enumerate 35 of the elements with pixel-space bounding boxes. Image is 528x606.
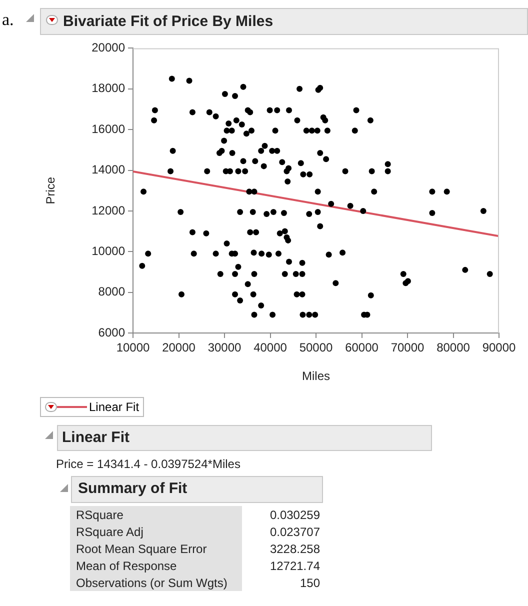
x-axis-title: Miles xyxy=(302,369,330,384)
text: Linear Fit xyxy=(57,425,432,451)
text: 0.023707 xyxy=(268,524,321,540)
y-tick-label: 14000 xyxy=(92,162,126,177)
x-tick-label: 90000 xyxy=(482,340,516,355)
x-tick-label: 60000 xyxy=(345,340,379,355)
y-tick-label: 12000 xyxy=(92,203,126,218)
y-axis-title: Price xyxy=(44,176,58,204)
y-tick-label: 8000 xyxy=(98,284,126,299)
text: 0.030259 xyxy=(268,506,321,523)
y-tick-label: 6000 xyxy=(98,325,126,340)
text: RSquare xyxy=(70,506,242,523)
x-tick-label: 70000 xyxy=(390,340,425,355)
legend-label: Linear Fit xyxy=(89,400,140,414)
text: 12721.74 xyxy=(268,558,321,574)
text: Observations (or Sum Wgts) xyxy=(70,574,242,591)
text: Mean of Response xyxy=(70,557,242,574)
y-tick-label: 16000 xyxy=(92,122,126,136)
text: Price = 14341.4 - 0.0397524*Miles xyxy=(56,457,240,471)
text: Summary of Fit xyxy=(71,476,323,503)
text: 150 xyxy=(298,574,321,591)
text: 3228.258 xyxy=(268,540,321,557)
y-tick-label: 20000 xyxy=(92,40,126,55)
x-tick-label: 20000 xyxy=(162,340,196,355)
x-tick-label: 40000 xyxy=(254,340,288,355)
y-tick-label: 18000 xyxy=(92,81,126,96)
y-tick-label: 10000 xyxy=(92,244,126,258)
x-tick-label: 80000 xyxy=(436,340,470,355)
text: Root Mean Square Error xyxy=(70,540,242,557)
x-tick-label: 10000 xyxy=(116,340,150,355)
text: a. xyxy=(2,10,14,30)
x-tick-label: 50000 xyxy=(299,340,334,355)
text: RSquare Adj xyxy=(70,523,242,540)
chart-title: Bivariate Fit of Price By Miles xyxy=(63,13,274,30)
x-tick-label: 30000 xyxy=(208,340,242,355)
